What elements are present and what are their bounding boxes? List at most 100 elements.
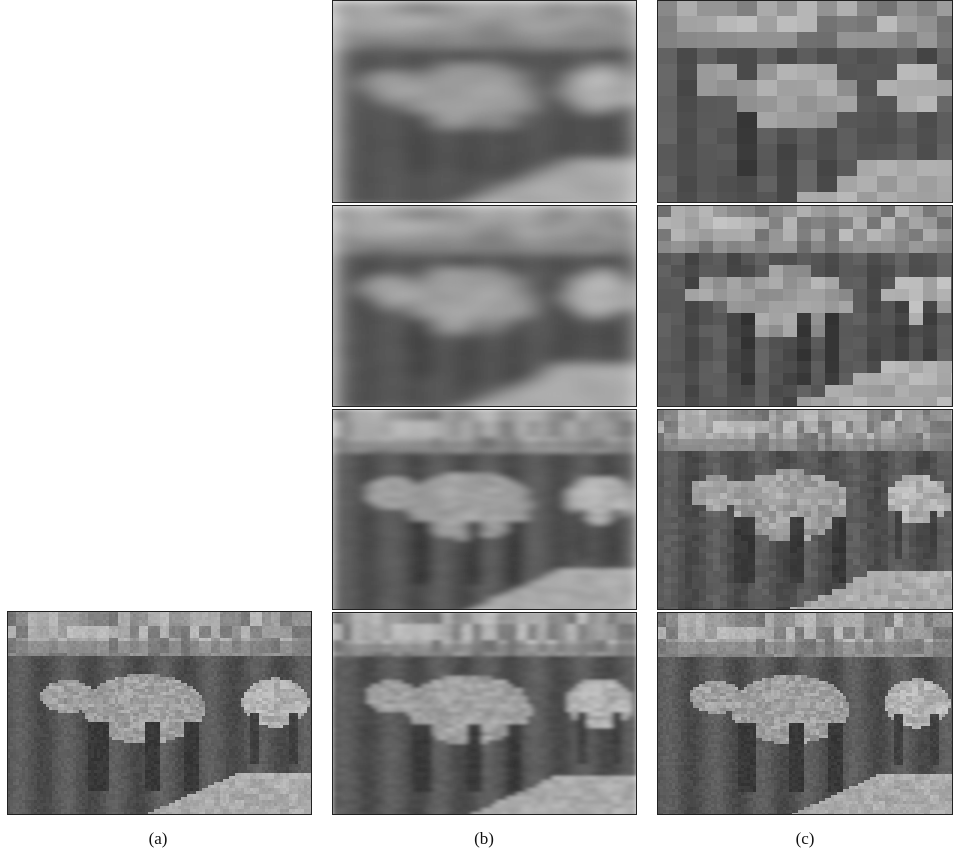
image-content bbox=[7, 611, 314, 816]
pixel-block bbox=[292, 689, 296, 693]
pixel-block bbox=[202, 647, 206, 651]
pixel-block bbox=[274, 713, 278, 717]
pixel-block bbox=[178, 671, 182, 675]
pixel-block bbox=[232, 692, 236, 696]
pixel-block bbox=[82, 740, 86, 744]
pixel-block bbox=[70, 713, 74, 717]
pixel-block bbox=[250, 677, 254, 681]
pixel-block bbox=[196, 737, 200, 741]
pixel-block bbox=[193, 614, 197, 618]
pixel-block bbox=[10, 659, 14, 663]
pixel-block bbox=[268, 674, 272, 678]
pixel-block bbox=[43, 728, 47, 732]
pixel-block bbox=[226, 665, 230, 669]
pixel-block bbox=[304, 740, 308, 744]
pixel-block bbox=[46, 713, 50, 717]
pixel-block bbox=[181, 683, 185, 687]
pixel-block bbox=[115, 653, 119, 657]
pixel-block bbox=[268, 731, 272, 735]
pixel-block bbox=[280, 650, 284, 654]
pixel-block bbox=[271, 659, 275, 663]
pixel-block bbox=[286, 650, 290, 654]
pixel-block bbox=[49, 638, 53, 642]
pixel-block bbox=[262, 755, 266, 759]
pixel-block bbox=[298, 614, 302, 618]
pixel-block bbox=[67, 695, 71, 699]
pixel-block bbox=[253, 623, 257, 627]
pixel-block bbox=[121, 641, 125, 645]
pixel-block bbox=[112, 617, 116, 621]
pixel-block bbox=[76, 635, 80, 639]
pixel-block bbox=[259, 746, 263, 750]
pixel-block bbox=[205, 632, 209, 636]
pixel-block bbox=[172, 647, 176, 651]
pixel-block bbox=[292, 623, 296, 627]
pixel-block bbox=[298, 749, 302, 753]
pixel-block bbox=[130, 719, 134, 723]
pixel-block bbox=[250, 755, 254, 759]
pixel-block bbox=[274, 749, 278, 753]
pixel-block bbox=[94, 650, 98, 654]
pixel-block bbox=[181, 725, 185, 729]
pixel-block bbox=[70, 665, 74, 669]
pixel-block bbox=[67, 656, 71, 660]
pixel-block bbox=[283, 704, 287, 708]
pixel-block bbox=[94, 734, 98, 738]
pixel-block bbox=[142, 644, 146, 648]
pixel-block bbox=[250, 752, 254, 756]
pixel-block bbox=[43, 668, 47, 672]
pixel-block bbox=[157, 725, 161, 729]
pixel-block bbox=[58, 659, 62, 663]
pixel-block bbox=[118, 731, 122, 735]
pixel-block bbox=[133, 644, 137, 648]
pixel-block bbox=[106, 623, 110, 627]
pixel-block bbox=[187, 644, 191, 648]
pixel-block bbox=[295, 653, 299, 657]
pixel-block bbox=[172, 641, 176, 645]
pixel-block bbox=[28, 686, 32, 690]
pixel-block bbox=[46, 677, 50, 681]
pixel-block bbox=[70, 734, 74, 738]
pixel-block bbox=[13, 641, 17, 645]
pixel-block bbox=[250, 617, 254, 621]
pixel-block bbox=[166, 728, 170, 732]
pixel-block bbox=[19, 722, 23, 726]
pixel-block bbox=[67, 635, 71, 639]
pixel-block bbox=[160, 689, 164, 693]
pixel-block bbox=[136, 755, 140, 759]
pixel-block bbox=[289, 734, 293, 738]
pixel-block bbox=[103, 743, 107, 747]
pixel-block bbox=[106, 746, 110, 750]
pixel-block bbox=[226, 620, 230, 624]
pixel-block bbox=[232, 656, 236, 660]
pixel-block bbox=[34, 695, 38, 699]
pixel-block bbox=[52, 635, 56, 639]
pixel-block bbox=[142, 737, 146, 741]
pixel-block bbox=[112, 707, 116, 711]
pixel-block bbox=[304, 704, 308, 708]
pixel-block bbox=[292, 635, 296, 639]
pixel-block bbox=[250, 638, 254, 642]
pixel-block bbox=[301, 626, 305, 630]
pixel-block bbox=[16, 665, 20, 669]
pixel-block bbox=[130, 731, 134, 735]
pixel-block bbox=[61, 659, 65, 663]
pixel-block bbox=[175, 632, 179, 636]
pixel-block bbox=[166, 659, 170, 663]
pixel-block bbox=[202, 689, 206, 693]
pixel-block bbox=[118, 641, 122, 645]
pixel-block bbox=[31, 635, 35, 639]
pixel-block bbox=[67, 710, 71, 714]
pixel-block bbox=[49, 713, 53, 717]
pixel-block bbox=[115, 689, 119, 693]
pixel-block bbox=[163, 635, 167, 639]
pixel-block bbox=[286, 617, 290, 621]
pixel-block bbox=[58, 713, 62, 717]
pixel-block bbox=[205, 659, 209, 663]
pixel-block bbox=[121, 692, 125, 696]
pixel-block bbox=[43, 722, 47, 726]
pixel-block bbox=[100, 722, 104, 726]
pixel-block bbox=[181, 614, 185, 618]
pixel-block bbox=[175, 713, 179, 717]
pixel-block bbox=[253, 707, 257, 711]
